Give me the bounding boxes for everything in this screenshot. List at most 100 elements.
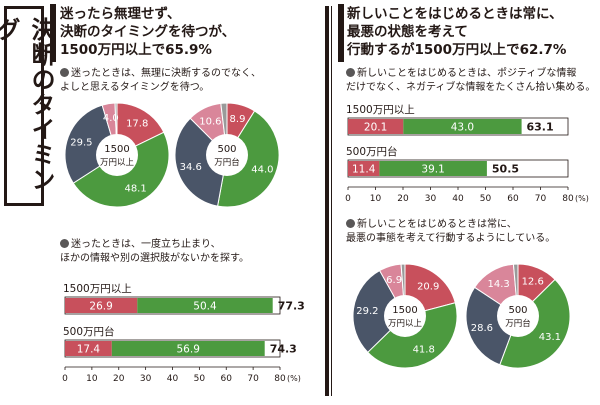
x-unit-label: (%) xyxy=(287,374,301,383)
x-tick-label: 20 xyxy=(113,374,125,384)
bullet-icon xyxy=(346,68,355,77)
bar-segment xyxy=(403,119,522,134)
bar-value-label: 11.4 xyxy=(352,164,376,176)
bar-category-label: 1500万円以上 xyxy=(346,104,415,116)
slice-label: 8.9 xyxy=(230,114,246,125)
x-tick-label: 60 xyxy=(507,194,519,204)
bar-segment xyxy=(348,119,404,134)
x-tick-label: 60 xyxy=(221,374,233,384)
slice-label: 34.6 xyxy=(180,162,202,173)
bullet-icon xyxy=(346,219,355,228)
slice-label: 17.8 xyxy=(126,118,148,129)
pie-slice xyxy=(174,117,228,207)
x-tick-label: 0 xyxy=(345,194,351,204)
right-note-2-text: 新しいことをはじめるときは常に、 最悪の事態を考えて行動するようにしている。 xyxy=(346,219,556,244)
x-unit-label: (%) xyxy=(575,194,589,203)
column-divider xyxy=(325,6,329,396)
right-pies: 20.9 41.8 29.2 6.9 1500 万円以上 12.6 43.1 28.6 14.3… xyxy=(352,263,571,369)
x-tick-label: 20 xyxy=(397,194,409,204)
pie-slice xyxy=(352,269,406,354)
pie-center-label: 500 xyxy=(508,305,527,316)
left-note-1-text: 迷ったときは、無理に決断するのでなく、 よしと思えるタイミングを待つ。 xyxy=(60,68,261,93)
pie-chart-1500: 17.8 48.1 29.5 4.0 1500 万円以上 xyxy=(64,102,170,208)
x-tick-label: 30 xyxy=(140,374,152,384)
left-headline-marker xyxy=(50,4,56,62)
pie-chart-500: 8.9 44.0 34.6 10.6 500 万円台 xyxy=(174,102,280,208)
left-note-1: 迷ったときは、無理に決断するのでなく、 よしと思えるタイミングを待つ。 xyxy=(60,67,320,95)
pie-center-label: 万円以上 xyxy=(100,158,135,168)
pie-center xyxy=(497,295,539,337)
slice-label: 28.6 xyxy=(471,323,493,334)
left-note-2-text: 迷ったときは、一度立ち止まり、 ほかの情報や別の選択肢がないかを探す。 xyxy=(60,239,249,264)
bar-value-label: 20.1 xyxy=(364,122,387,134)
pie-center xyxy=(96,134,138,176)
x-tick-label: 30 xyxy=(425,194,437,204)
pie-center-label: 1500 xyxy=(392,305,417,316)
x-tick-label: 10 xyxy=(370,194,382,204)
pie-slice xyxy=(465,286,519,366)
slice-label: 44.0 xyxy=(251,164,273,175)
slice-label: 14.3 xyxy=(487,279,509,290)
bar-segment xyxy=(379,161,487,176)
bar-segment xyxy=(348,161,380,176)
left-bar-chart: 1500万円以上 26.9 50.4 77.3 500万円台 17.4 56.9 74.3 0 1… xyxy=(62,283,305,384)
right-note-1: 新しいことをはじめるときは、ポジティブな情報 だけでなく、ネガティブな情報をたく… xyxy=(346,67,598,95)
pie-slice xyxy=(216,110,280,208)
bar-value-label: 43.0 xyxy=(451,122,474,134)
bar-value-label: 17.4 xyxy=(77,344,101,356)
pie-center-label: 万円台 xyxy=(505,318,531,329)
pie-center-label: 500 xyxy=(217,144,236,155)
slice-label: 12.6 xyxy=(522,276,544,287)
x-tick-label: 40 xyxy=(167,374,179,384)
slice-label: 48.1 xyxy=(124,184,146,195)
left-pies: 17.8 48.1 29.5 4.0 1500 万円以上 8.9 44.0 34.6 10.6 5… xyxy=(64,102,280,208)
bar-total-label: 63.1 xyxy=(527,121,554,134)
bar-segment xyxy=(137,298,273,313)
bar-total-label: 74.3 xyxy=(270,343,297,356)
x-tick-label: 40 xyxy=(452,194,464,204)
x-tick-label: 70 xyxy=(247,374,259,384)
pie-chart-1500-right: 20.9 41.8 29.2 6.9 1500 万円以上 xyxy=(352,263,458,369)
slice-label: 6.9 xyxy=(386,275,402,286)
x-tick-label: 50 xyxy=(194,374,206,384)
pie-chart-500-right: 12.6 43.1 28.6 14.3 500 万円台 xyxy=(465,263,571,369)
x-tick-label: 70 xyxy=(535,194,547,204)
bullet-icon xyxy=(60,68,69,77)
pie-slice xyxy=(64,104,118,184)
bar-total-label: 77.3 xyxy=(278,300,305,313)
x-tick-label: 80 xyxy=(562,194,574,204)
pie-center-label: 1500 xyxy=(104,144,129,155)
pie-center-label: 万円台 xyxy=(214,157,240,168)
bar-segment xyxy=(111,341,265,356)
bar-value-label: 56.9 xyxy=(177,344,200,356)
bar-total-label: 50.5 xyxy=(492,163,519,176)
right-headline-marker xyxy=(338,4,344,62)
side-title-box: 決断のタイミング xyxy=(0,6,55,206)
column-divider-thin xyxy=(331,6,332,396)
bullet-icon xyxy=(60,239,69,248)
slice-label: 29.5 xyxy=(70,137,92,148)
slice-label: 41.8 xyxy=(413,345,435,356)
slice-label: 29.2 xyxy=(356,306,378,317)
bar-value-label: 39.1 xyxy=(421,164,444,176)
pie-center xyxy=(384,295,426,337)
bar-value-label: 50.4 xyxy=(193,301,217,313)
bar-category-label: 500万円台 xyxy=(346,145,398,158)
right-note-1-text: 新しいことをはじめるときは、ポジティブな情報 だけでなく、ネガティブな情報をたく… xyxy=(346,68,596,93)
x-tick-label: 0 xyxy=(62,374,68,384)
x-tick-label: 10 xyxy=(86,374,98,384)
bar-value-label: 26.9 xyxy=(89,301,112,313)
right-note-2: 新しいことをはじめるときは常に、 最悪の事態を考えて行動するようにしている。 xyxy=(346,218,598,246)
slice-label: 10.6 xyxy=(199,116,221,127)
left-note-2: 迷ったときは、一度立ち止まり、 ほかの情報や別の選択肢がないかを探す。 xyxy=(60,238,320,266)
right-bar-chart: 1500万円以上 20.1 43.0 63.1 500万円台 11.4 39.1 50.5 0 1… xyxy=(345,104,589,204)
left-headline: 迷ったら無理せず、 決断のタイミングを待つが、 1500万円以上で65.9% xyxy=(60,6,236,58)
x-tick-label: 50 xyxy=(480,194,492,204)
bar-category-label: 1500万円以上 xyxy=(63,283,132,295)
slice-label: 43.1 xyxy=(539,332,561,343)
right-headline: 新しいことをはじめるときは常に、 最悪の状態を考えて 行動するが1500万円以上… xyxy=(347,6,567,58)
slice-label: 20.9 xyxy=(417,281,439,292)
bar-category-label: 500万円台 xyxy=(63,325,115,338)
bar-segment xyxy=(65,341,112,356)
pie-center-label: 万円以上 xyxy=(388,319,423,329)
